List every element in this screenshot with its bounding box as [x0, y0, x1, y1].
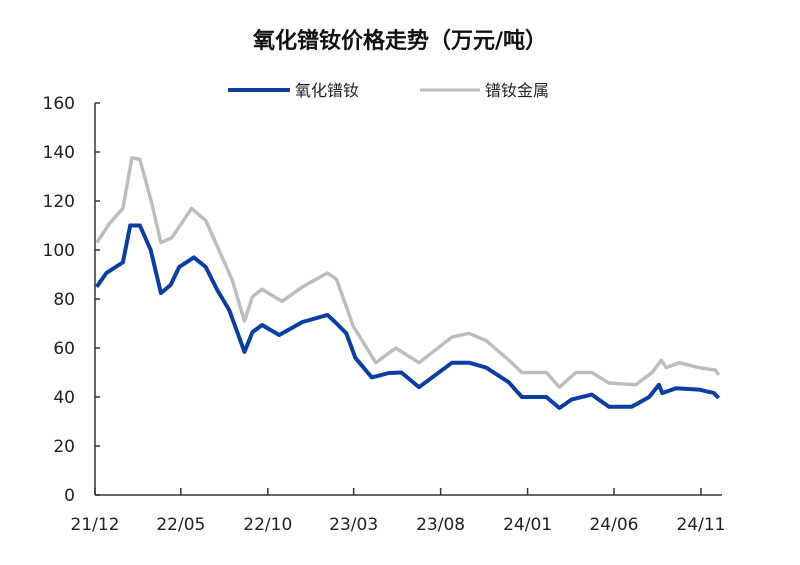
x-tick-label: 24/06	[589, 515, 638, 535]
legend: 氧化镨钕 镨钕金属	[228, 81, 549, 100]
legend-label-metal: 镨钕金属	[485, 81, 549, 100]
chart-title: 氧化镨钕价格走势（万元/吨）	[252, 28, 547, 54]
x-tick-label: 22/05	[156, 515, 205, 535]
x-tick-label: 24/11	[676, 515, 725, 535]
legend-label-oxide: 氧化镨钕	[295, 81, 359, 100]
series-line-metal	[97, 158, 719, 387]
y-tick-label: 60	[53, 339, 75, 359]
x-tick-label: 21/12	[71, 515, 120, 535]
x-tick-label: 24/01	[503, 515, 552, 535]
y-tick-label: 20	[53, 437, 75, 457]
y-tick-label: 140	[43, 143, 75, 163]
y-tick-label: 0	[64, 486, 75, 506]
y-tick-label: 40	[53, 388, 75, 408]
y-tick-label: 120	[43, 192, 75, 212]
y-tick-label: 160	[43, 94, 75, 114]
y-tick-label: 100	[43, 241, 75, 261]
x-tick-label: 22/10	[243, 515, 292, 535]
x-tick-label: 23/03	[329, 515, 378, 535]
series-line-oxide	[97, 226, 719, 409]
x-tick-label: 23/08	[416, 515, 465, 535]
y-tick-label: 80	[53, 290, 75, 310]
